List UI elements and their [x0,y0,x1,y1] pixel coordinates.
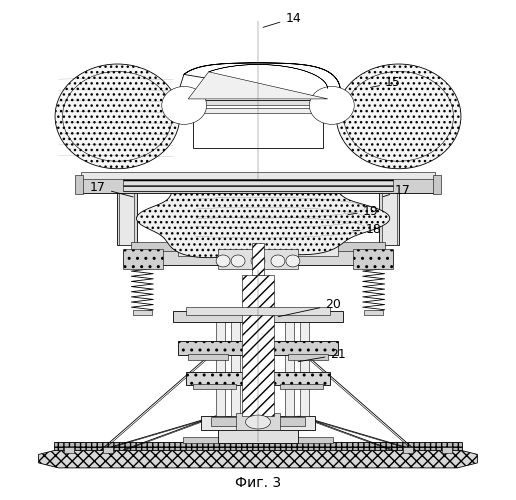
Polygon shape [188,64,328,99]
Bar [81,172,435,179]
Bar [186,372,330,384]
Bar [63,447,73,453]
Bar [103,447,114,453]
Bar [123,250,393,265]
Bar [236,413,280,430]
Bar [211,417,243,426]
Bar [382,185,397,245]
Polygon shape [176,63,340,100]
Bar [443,447,453,453]
Bar [123,249,163,269]
Bar [258,249,298,269]
Bar [178,246,338,256]
Bar [402,447,413,453]
Bar [353,249,393,269]
Bar [183,438,333,444]
Text: 21: 21 [298,348,346,362]
Text: 19: 19 [348,204,378,218]
Bar [216,315,224,416]
Bar [133,261,152,268]
Bar [364,310,383,315]
Polygon shape [39,450,477,468]
Bar [218,249,258,269]
Bar [186,308,330,315]
Ellipse shape [271,255,285,267]
Bar [364,261,383,268]
Text: 14: 14 [263,12,301,28]
Bar [300,315,310,416]
Ellipse shape [162,86,206,124]
Ellipse shape [216,255,230,267]
Bar [218,428,298,444]
Polygon shape [137,176,390,258]
Ellipse shape [336,64,461,168]
Bar [285,315,295,416]
Text: 17: 17 [383,184,411,197]
Bar [193,103,323,148]
Bar [123,179,393,191]
Bar [74,175,84,194]
Bar [201,416,315,430]
Ellipse shape [251,255,265,267]
Bar [188,354,228,360]
Bar [432,175,442,194]
Bar [251,242,265,275]
Bar [118,185,137,245]
Ellipse shape [231,255,245,267]
Ellipse shape [310,86,354,124]
Text: 20: 20 [278,298,341,316]
Bar [178,340,338,354]
Bar [231,315,239,416]
Bar [273,417,305,426]
Text: Фиг. 3: Фиг. 3 [235,476,281,490]
Bar [288,354,328,360]
Bar [379,185,398,245]
Bar [196,108,320,113]
Ellipse shape [286,255,300,267]
Bar [173,312,343,322]
Text: 15: 15 [370,76,401,90]
Bar [196,100,320,105]
Bar [242,275,274,416]
Text: 17: 17 [90,181,133,197]
Bar [119,185,134,245]
Bar [133,310,152,315]
Bar [78,178,438,192]
Bar [131,242,385,251]
Ellipse shape [55,64,180,168]
Bar [54,442,462,450]
Bar [193,384,236,388]
Text: 18: 18 [353,222,381,235]
Bar [280,384,323,388]
Ellipse shape [246,415,270,429]
